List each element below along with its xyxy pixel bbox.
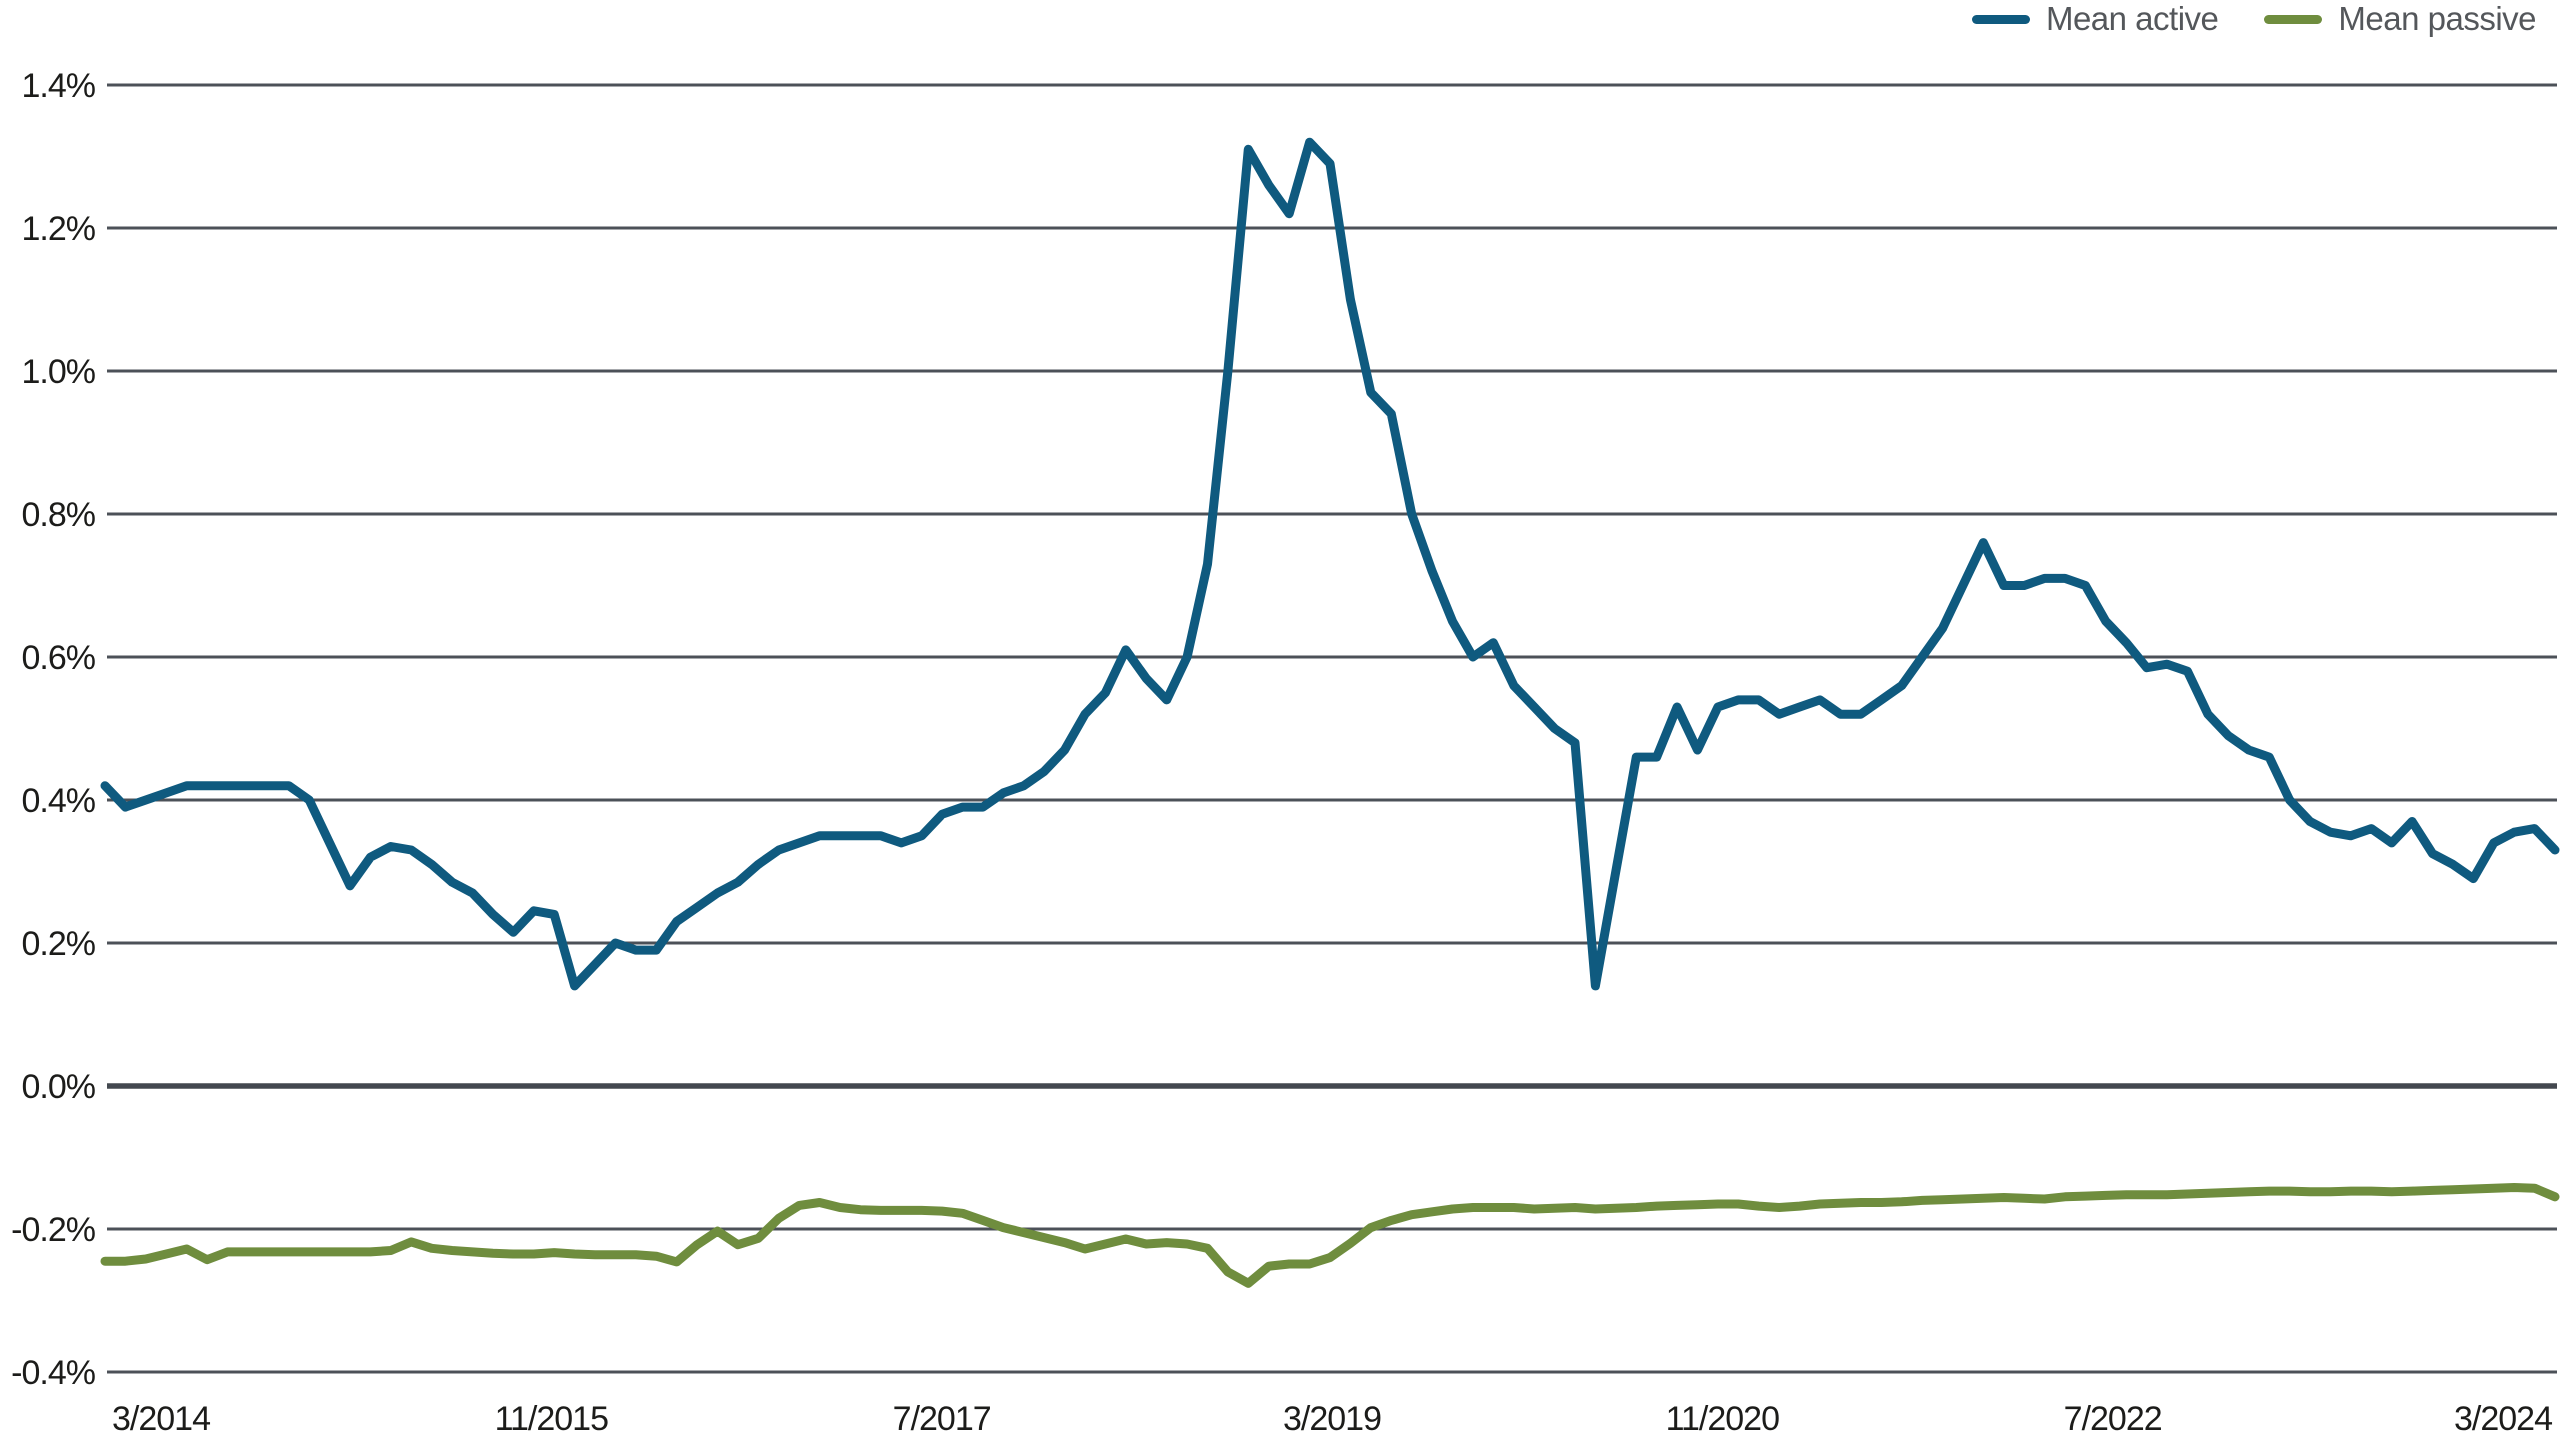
legend-label-mean-active: Mean active [2045, 0, 2219, 37]
x-axis-labels: 3/2014 11/2015 7/2017 3/2019 11/2020 7/2022 3/… [112, 1400, 2553, 1438]
x-tick-label: 11/2020 [1666, 1400, 1779, 1438]
x-tick-label: 7/2017 [893, 1400, 991, 1438]
y-tick-label: -0.4% [11, 1354, 96, 1392]
x-tick-label: 11/2015 [495, 1400, 608, 1438]
x-tick-label: 7/2022 [2064, 1400, 2162, 1438]
series-lines [100, 137, 2560, 1288]
y-tick-label: -0.2% [11, 1211, 96, 1249]
y-tick-label: 1.4% [22, 67, 96, 105]
series-line-mean-active [100, 137, 2560, 991]
mean-active-swatch-icon [1971, 15, 2030, 24]
chart-legend: Mean active Mean passive [1971, 0, 2536, 37]
x-tick-label: 3/2014 [112, 1400, 210, 1438]
series-line-mean-passive [100, 1183, 2560, 1288]
y-axis-labels: 1.4% 1.2% 1.0% 0.8% 0.6% 0.4% 0.2% 0.0% -0.2% -0.… [11, 67, 97, 1392]
legend-item-mean-passive: Mean passive [2264, 2, 2536, 37]
x-tick-label: 3/2019 [1283, 1400, 1381, 1438]
y-tick-label: 1.2% [22, 210, 96, 248]
y-tick-label: 0.2% [22, 925, 96, 963]
y-tick-label: 0.6% [22, 639, 96, 677]
legend-label-mean-passive: Mean passive [2338, 0, 2536, 37]
y-tick-label: 0.8% [22, 496, 96, 534]
mean-passive-swatch-icon [2264, 15, 2323, 24]
y-tick-label: 0.4% [22, 782, 96, 820]
x-tick-label: 3/2024 [2454, 1400, 2552, 1438]
y-tick-label: 0.0% [22, 1068, 96, 1106]
y-tick-label: 1.0% [22, 353, 96, 391]
legend-item-mean-active: Mean active [1971, 0, 2219, 37]
gridlines [107, 83, 2557, 1374]
